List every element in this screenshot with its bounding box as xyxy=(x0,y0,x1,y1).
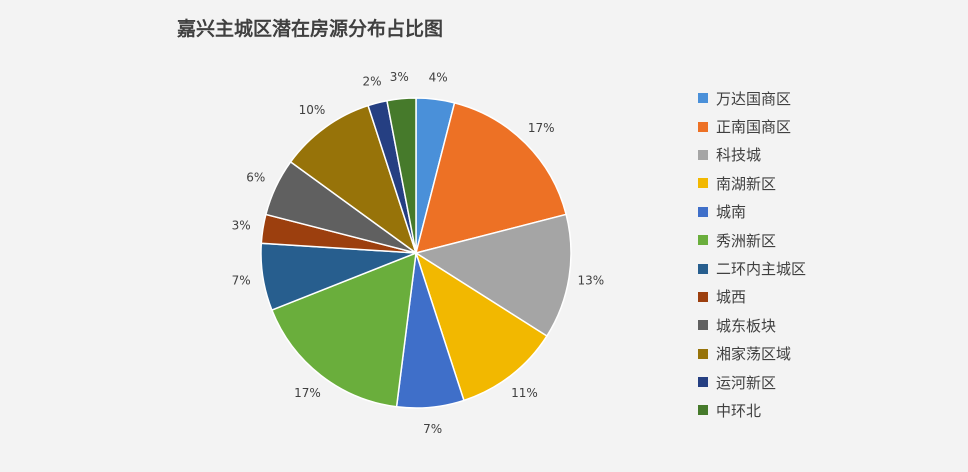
legend-item-11: 运河新区 xyxy=(698,368,806,396)
pie-slice-2 xyxy=(414,101,568,255)
legend-swatch xyxy=(698,206,708,217)
legend-label: 城西 xyxy=(716,288,747,307)
legend-item-4: 南湖新区 xyxy=(698,169,806,197)
legend-swatch xyxy=(698,178,708,189)
pie-slice-3 xyxy=(414,213,572,338)
legend-item-7: 二环内主城区 xyxy=(698,254,806,282)
pie-slice-6 xyxy=(270,251,417,408)
legend-label: 万达国商区 xyxy=(716,89,792,108)
pie-label-8: 3% xyxy=(232,218,251,232)
legend-label: 湘家荡区域 xyxy=(716,345,792,364)
legend-swatch xyxy=(698,93,708,104)
legend-item-3: 科技城 xyxy=(698,141,806,169)
pie-label-11: 2% xyxy=(362,75,381,89)
legend-label: 城南 xyxy=(716,203,747,222)
pie-label-10: 10% xyxy=(299,103,326,117)
legend-label: 中环北 xyxy=(716,401,762,420)
chart-title: 嘉兴主城区潜在房源分布占比图 xyxy=(176,18,443,40)
legend-item-10: 湘家荡区域 xyxy=(698,340,806,368)
legend-item-9: 城东板块 xyxy=(698,311,806,339)
legend-swatch xyxy=(698,121,708,132)
legend-swatch xyxy=(698,405,708,416)
pie-slice-10 xyxy=(289,104,418,255)
legend-label: 运河新区 xyxy=(716,373,777,392)
pie-label-4: 11% xyxy=(511,386,538,400)
pie-label-6: 17% xyxy=(294,386,321,400)
legend-swatch xyxy=(698,263,708,274)
pie-label-3: 13% xyxy=(577,274,604,288)
legend-label: 秀洲新区 xyxy=(716,231,777,250)
pie-label-1: 4% xyxy=(429,70,448,84)
pie-label-7: 7% xyxy=(232,274,251,288)
pie-label-2: 17% xyxy=(528,121,555,135)
pie-slice-4 xyxy=(414,251,548,402)
legend-item-1: 万达国商区 xyxy=(698,84,806,112)
legend-item-5: 城南 xyxy=(698,198,806,226)
legend-swatch xyxy=(698,149,708,160)
legend-label: 科技城 xyxy=(716,146,762,165)
legend-label: 城东板块 xyxy=(716,316,777,335)
legend-item-2: 正南国商区 xyxy=(698,112,806,140)
pie-label-12: 3% xyxy=(390,70,409,84)
legend-item-6: 秀洲新区 xyxy=(698,226,806,254)
legend-swatch xyxy=(698,291,708,302)
legend-swatch xyxy=(698,377,708,388)
legend-swatch xyxy=(698,348,708,359)
legend-item-8: 城西 xyxy=(698,283,806,311)
pie-slice-12 xyxy=(386,97,417,254)
legend-swatch xyxy=(698,235,708,246)
pie-label-9: 6% xyxy=(246,171,265,185)
chart-legend: 万达国商区正南国商区科技城南湖新区城南秀洲新区二环内主城区 城西城东板块湘家荡区域… xyxy=(698,84,806,425)
legend-label: 二环内主城区 xyxy=(716,260,807,279)
legend-label: 南湖新区 xyxy=(716,174,777,193)
legend-swatch xyxy=(698,320,708,331)
pie-label-5: 7% xyxy=(423,422,442,436)
legend-item-12: 中环北 xyxy=(698,396,806,424)
legend-label: 正南国商区 xyxy=(716,118,792,137)
